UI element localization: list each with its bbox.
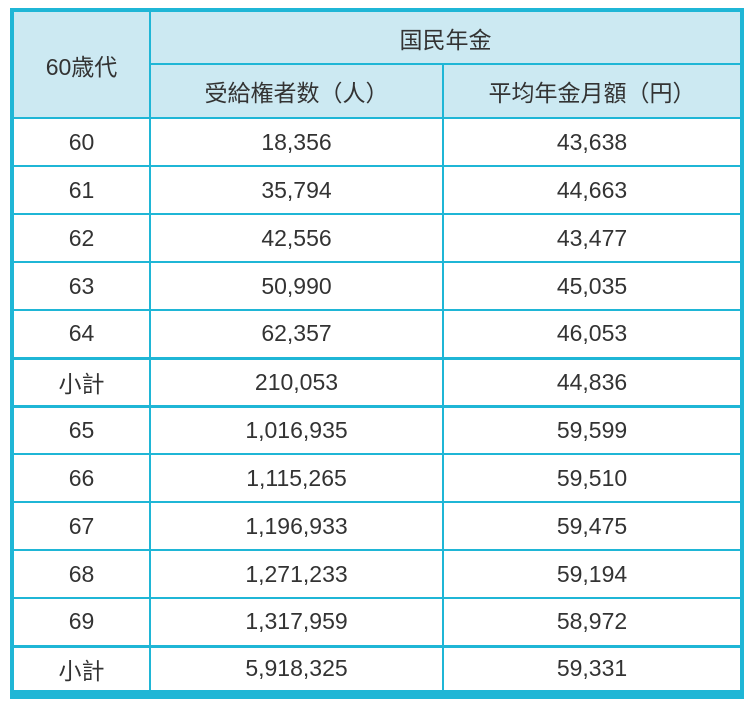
amount-cell: 59,599 (442, 405, 743, 455)
amount-cell: 59,194 (442, 549, 743, 599)
age-cell: 64 (11, 309, 151, 359)
amount-cell: 59,475 (442, 501, 743, 551)
table-row: 62 42,556 43,477 (11, 213, 743, 263)
age-cell: 65 (11, 405, 151, 455)
beneficiaries-cell: 35,794 (149, 165, 444, 215)
table-row: 69 1,317,959 58,972 (11, 597, 743, 647)
amount-cell: 46,053 (442, 309, 743, 359)
table-row: 63 50,990 45,035 (11, 261, 743, 311)
age-cell: 68 (11, 549, 151, 599)
age-cell: 60 (11, 117, 151, 167)
age-cell: 67 (11, 501, 151, 551)
amount-cell: 59,331 (442, 644, 743, 696)
age-cell: 小計 (11, 644, 151, 696)
table-row: 68 1,271,233 59,194 (11, 549, 743, 599)
age-cell: 小計 (11, 356, 151, 408)
table-row: 65 1,016,935 59,599 (11, 405, 743, 455)
table-row: 60 18,356 43,638 (11, 117, 743, 167)
amount-column-header: 平均年金月額（円） (442, 63, 743, 119)
beneficiaries-cell: 62,357 (149, 309, 444, 359)
beneficiaries-cell: 50,990 (149, 261, 444, 311)
age-cell: 61 (11, 165, 151, 215)
beneficiaries-cell: 1,271,233 (149, 549, 444, 599)
table-row: 67 1,196,933 59,475 (11, 501, 743, 551)
subtotal-row: 小計 5,918,325 59,331 (11, 644, 743, 696)
beneficiaries-cell: 1,196,933 (149, 501, 444, 551)
header-row-group: 60歳代 国民年金 (11, 9, 743, 119)
pension-type-header: 国民年金 (149, 9, 743, 65)
beneficiaries-cell: 18,356 (149, 117, 444, 167)
beneficiaries-cell: 5,918,325 (149, 644, 444, 696)
beneficiaries-cell: 1,317,959 (149, 597, 444, 647)
amount-cell: 45,035 (442, 261, 743, 311)
beneficiaries-cell: 42,556 (149, 213, 444, 263)
beneficiaries-column-header: 受給権者数（人） (149, 63, 444, 119)
amount-cell: 58,972 (442, 597, 743, 647)
beneficiaries-cell: 210,053 (149, 356, 444, 408)
pension-table: 60歳代 国民年金 受給権者数（人） 平均年金月額（円） 60 18,356 43,… (10, 8, 744, 699)
age-cell: 62 (11, 213, 151, 263)
age-cell: 63 (11, 261, 151, 311)
pension-table-header: 60歳代 国民年金 受給権者数（人） 平均年金月額（円） (11, 9, 743, 119)
beneficiaries-cell: 1,115,265 (149, 453, 444, 503)
subtotal-row: 小計 210,053 44,836 (11, 356, 743, 408)
amount-cell: 59,510 (442, 453, 743, 503)
amount-cell: 44,836 (442, 356, 743, 408)
age-group-header: 60歳代 (11, 9, 151, 119)
table-row: 64 62,357 46,053 (11, 309, 743, 359)
amount-cell: 44,663 (442, 165, 743, 215)
amount-cell: 43,638 (442, 117, 743, 167)
amount-cell: 43,477 (442, 213, 743, 263)
age-cell: 66 (11, 453, 151, 503)
pension-table-body: 60 18,356 43,638 61 35,794 44,663 62 42,556 43,4… (11, 117, 743, 696)
header-row-columns: 受給権者数（人） 平均年金月額（円） (12, 63, 743, 119)
table-row: 66 1,115,265 59,510 (11, 453, 743, 503)
age-cell: 69 (11, 597, 151, 647)
beneficiaries-cell: 1,016,935 (149, 405, 444, 455)
table-row: 61 35,794 44,663 (11, 165, 743, 215)
